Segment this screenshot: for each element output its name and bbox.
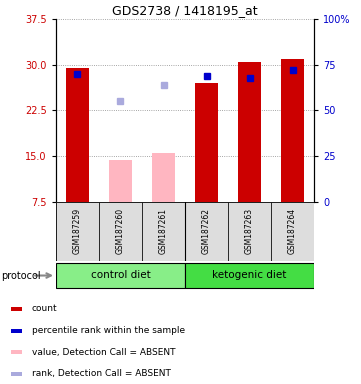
Text: protocol: protocol [1,270,41,281]
Bar [142,202,185,261]
Bar [56,263,185,288]
Bar [152,153,175,202]
Text: ketogenic diet: ketogenic diet [212,270,287,280]
Text: rank, Detection Call = ABSENT: rank, Detection Call = ABSENT [32,369,171,378]
Bar [271,202,314,261]
Text: GSM187259: GSM187259 [73,208,82,255]
Bar [281,59,304,202]
Bar [185,202,228,261]
Bar [185,263,314,288]
Bar [11,372,22,376]
Text: GSM187264: GSM187264 [288,208,297,255]
Text: count: count [32,305,57,313]
Text: GSM187261: GSM187261 [159,209,168,254]
Bar [56,202,99,261]
Text: GSM187262: GSM187262 [202,209,211,254]
Bar [11,329,22,333]
Bar [66,68,89,202]
Text: value, Detection Call = ABSENT: value, Detection Call = ABSENT [32,348,175,357]
Bar [109,160,132,202]
Text: control diet: control diet [91,270,151,280]
Bar [195,83,218,202]
Bar [11,307,22,311]
Title: GDS2738 / 1418195_at: GDS2738 / 1418195_at [112,3,258,17]
Bar [228,202,271,261]
Bar [238,62,261,202]
Bar [99,202,142,261]
Text: percentile rank within the sample: percentile rank within the sample [32,326,185,335]
Text: GSM187260: GSM187260 [116,208,125,255]
Text: GSM187263: GSM187263 [245,208,254,255]
Bar [11,350,22,354]
